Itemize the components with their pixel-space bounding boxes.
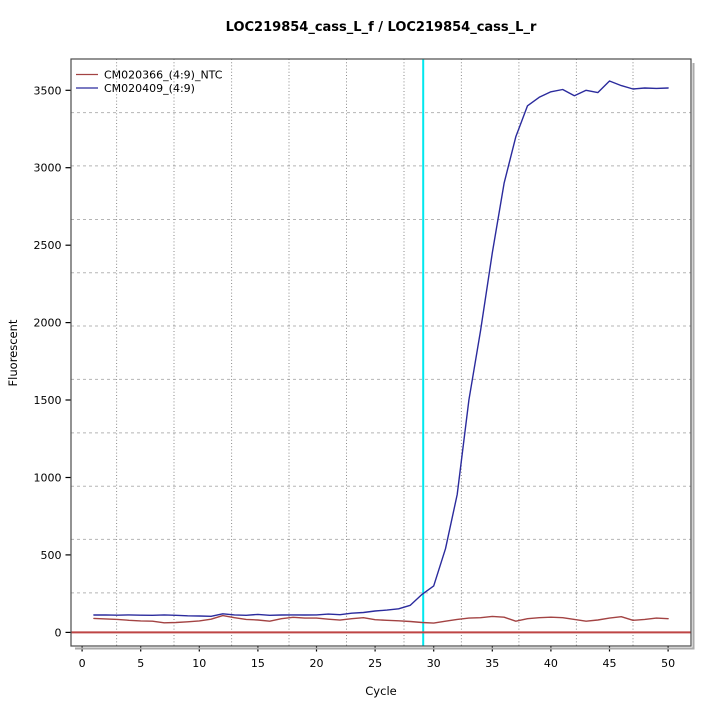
x-axis-tick-label: 5 [137,657,144,670]
series-curve-ntc [93,614,669,624]
x-axis-tick-label: 40 [544,657,558,670]
plot-border-box [70,58,692,647]
x-axis-tick-label: 20 [310,657,324,670]
legend-label-ntc: CM020366_(4:9)_NTC [104,69,223,82]
legend-label-sample: CM020409_(4:9) [104,82,195,95]
y-axis-tick-label: 0 [55,626,62,639]
x-axis-tick-label: 50 [661,657,675,670]
x-axis-tick-label: 30 [427,657,441,670]
grid-layer [71,59,691,646]
x-axis-tick-label: 25 [368,657,382,670]
y-axis-tick-label: 2000 [34,317,62,330]
y-axis-tick-label: 3500 [34,84,62,97]
y-axis-tick-label: 1000 [34,472,62,485]
y-axis-tick-label: 1500 [34,394,62,407]
x-axis-tick-label: 45 [603,657,617,670]
x-axis-tick-label: 35 [485,657,499,670]
chart-title: LOC219854_cass_L_f / LOC219854_cass_L_r [226,20,537,35]
x-axis-title: Cycle [365,684,396,698]
y-axis-title: Fluorescent [6,319,20,386]
x-axis-tick-label: 15 [251,657,265,670]
marker-lines-layer [71,59,691,646]
legend: CM020366_(4:9)_NTC CM020409_(4:9) [76,69,223,95]
x-axis-tick-label: 0 [79,657,86,670]
y-axis-tick-label: 500 [41,549,62,562]
x-axis-tick-label: 10 [192,657,206,670]
y-axis-tick-label: 3000 [34,162,62,175]
series-curve-sample [93,80,669,617]
series-curves-layer [93,80,669,624]
y-axis-tick-label: 2500 [34,239,62,252]
